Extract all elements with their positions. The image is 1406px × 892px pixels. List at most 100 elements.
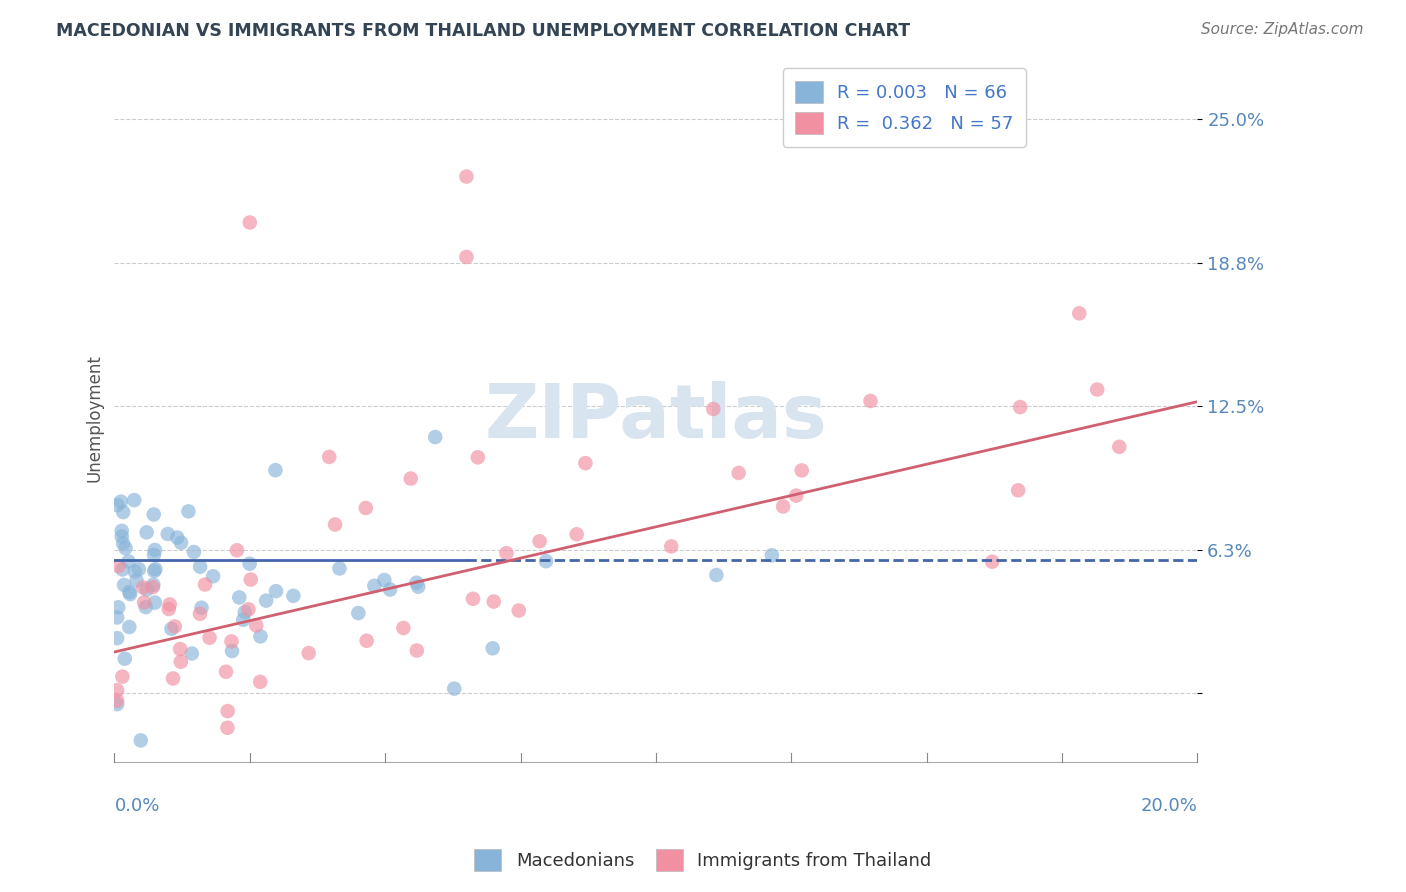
- Point: [356, 633, 378, 648]
- Text: 0.0%: 0.0%: [114, 797, 160, 814]
- Point: [238, 602, 260, 616]
- Point: [328, 561, 350, 575]
- Point: [198, 631, 221, 645]
- Point: [170, 535, 193, 549]
- Point: [159, 598, 181, 612]
- Point: [110, 494, 132, 508]
- Point: [574, 456, 596, 470]
- Point: [111, 670, 134, 684]
- Point: [221, 634, 243, 648]
- Point: [354, 500, 377, 515]
- Point: [132, 581, 155, 595]
- Point: [118, 585, 141, 599]
- Point: [143, 596, 166, 610]
- Point: [245, 618, 267, 632]
- Point: [124, 565, 146, 579]
- Point: [217, 721, 239, 735]
- Y-axis label: Unemployment: Unemployment: [86, 354, 103, 482]
- Point: [170, 655, 193, 669]
- Point: [508, 603, 530, 617]
- Point: [105, 683, 128, 698]
- Point: [425, 430, 447, 444]
- Point: [392, 621, 415, 635]
- Point: [215, 665, 238, 679]
- Point: [283, 589, 305, 603]
- Point: [264, 584, 287, 599]
- Point: [461, 591, 484, 606]
- Point: [105, 697, 128, 711]
- Point: [495, 546, 517, 560]
- Point: [221, 644, 243, 658]
- Point: [706, 568, 728, 582]
- Point: [111, 529, 134, 543]
- Point: [254, 593, 277, 607]
- Point: [323, 517, 346, 532]
- Point: [125, 574, 148, 588]
- Point: [190, 600, 212, 615]
- Point: [249, 629, 271, 643]
- Point: [727, 466, 749, 480]
- Point: [111, 524, 134, 538]
- Point: [529, 534, 551, 549]
- Point: [188, 559, 211, 574]
- Point: [565, 527, 588, 541]
- Point: [443, 681, 465, 696]
- Point: [129, 733, 152, 747]
- Point: [467, 450, 489, 465]
- Point: [180, 647, 202, 661]
- Point: [162, 672, 184, 686]
- Point: [405, 575, 427, 590]
- Point: [163, 619, 186, 633]
- Point: [981, 555, 1004, 569]
- Point: [156, 527, 179, 541]
- Point: [183, 545, 205, 559]
- Point: [1010, 400, 1032, 414]
- Point: [482, 594, 505, 608]
- Point: [406, 580, 429, 594]
- Point: [142, 508, 165, 522]
- Point: [298, 646, 321, 660]
- Point: [114, 651, 136, 665]
- Point: [166, 531, 188, 545]
- Point: [399, 472, 422, 486]
- Point: [105, 610, 128, 624]
- Point: [202, 569, 225, 583]
- Point: [859, 394, 882, 409]
- Point: [135, 582, 157, 597]
- Legend: R = 0.003   N = 66, R =  0.362   N = 57: R = 0.003 N = 66, R = 0.362 N = 57: [783, 69, 1026, 147]
- Point: [373, 573, 395, 587]
- Point: [145, 562, 167, 576]
- Point: [217, 704, 239, 718]
- Point: [188, 607, 211, 621]
- Point: [772, 500, 794, 514]
- Point: [111, 562, 134, 576]
- Point: [142, 580, 165, 594]
- Text: Source: ZipAtlas.com: Source: ZipAtlas.com: [1201, 22, 1364, 37]
- Point: [790, 463, 813, 477]
- Point: [105, 498, 128, 512]
- Point: [239, 557, 262, 571]
- Point: [135, 600, 157, 615]
- Point: [107, 600, 129, 615]
- Point: [363, 579, 385, 593]
- Text: MACEDONIAN VS IMMIGRANTS FROM THAILAND UNEMPLOYMENT CORRELATION CHART: MACEDONIAN VS IMMIGRANTS FROM THAILAND U…: [56, 22, 910, 40]
- Point: [105, 631, 128, 645]
- Point: [114, 541, 136, 555]
- Point: [228, 591, 250, 605]
- Point: [233, 605, 256, 619]
- Point: [105, 693, 128, 707]
- Point: [134, 595, 156, 609]
- Point: [143, 564, 166, 578]
- Text: 20.0%: 20.0%: [1140, 797, 1198, 814]
- Point: [785, 489, 807, 503]
- Point: [1007, 483, 1029, 498]
- Point: [177, 504, 200, 518]
- Point: [318, 450, 340, 464]
- Point: [128, 562, 150, 576]
- Point: [1108, 440, 1130, 454]
- Point: [702, 401, 724, 416]
- Point: [226, 543, 249, 558]
- Point: [264, 463, 287, 477]
- Point: [157, 602, 180, 616]
- Point: [456, 250, 478, 264]
